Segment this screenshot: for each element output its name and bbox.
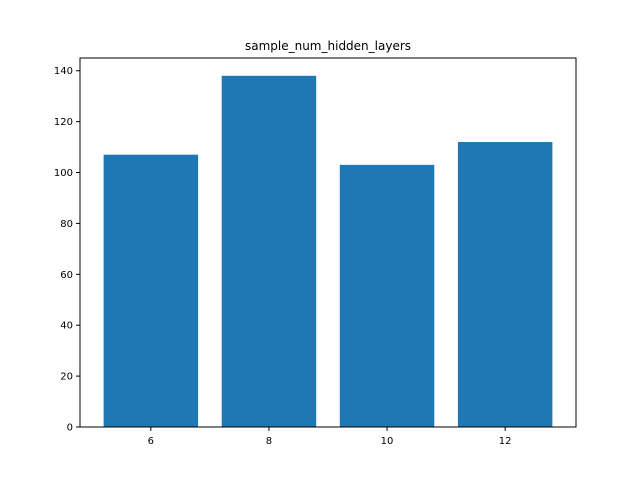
y-tick-label: 100 bbox=[54, 168, 73, 179]
y-axis: 0 20 40 60 80 100 120 140 bbox=[54, 66, 80, 434]
chart-title: sample_num_hidden_layers bbox=[245, 39, 411, 53]
y-tick-label: 120 bbox=[54, 117, 73, 128]
y-tick-label: 60 bbox=[60, 270, 73, 281]
y-tick-label: 0 bbox=[67, 423, 73, 434]
bar-12 bbox=[457, 141, 553, 428]
y-tick-label: 80 bbox=[60, 219, 73, 230]
bars bbox=[103, 75, 553, 428]
y-tick-label: 140 bbox=[54, 66, 73, 77]
bar-6 bbox=[103, 154, 199, 427]
x-tick-label: 10 bbox=[381, 436, 394, 447]
x-tick-label: 12 bbox=[499, 436, 512, 447]
x-tick-label: 6 bbox=[148, 436, 154, 447]
x-axis: 6 8 10 12 bbox=[148, 427, 512, 447]
plot-frame bbox=[79, 57, 577, 428]
y-tick-label: 40 bbox=[60, 321, 73, 332]
bar-10 bbox=[339, 164, 435, 427]
y-tick-label: 20 bbox=[60, 372, 73, 383]
bar-8 bbox=[221, 75, 317, 427]
x-tick-label: 8 bbox=[266, 436, 272, 447]
